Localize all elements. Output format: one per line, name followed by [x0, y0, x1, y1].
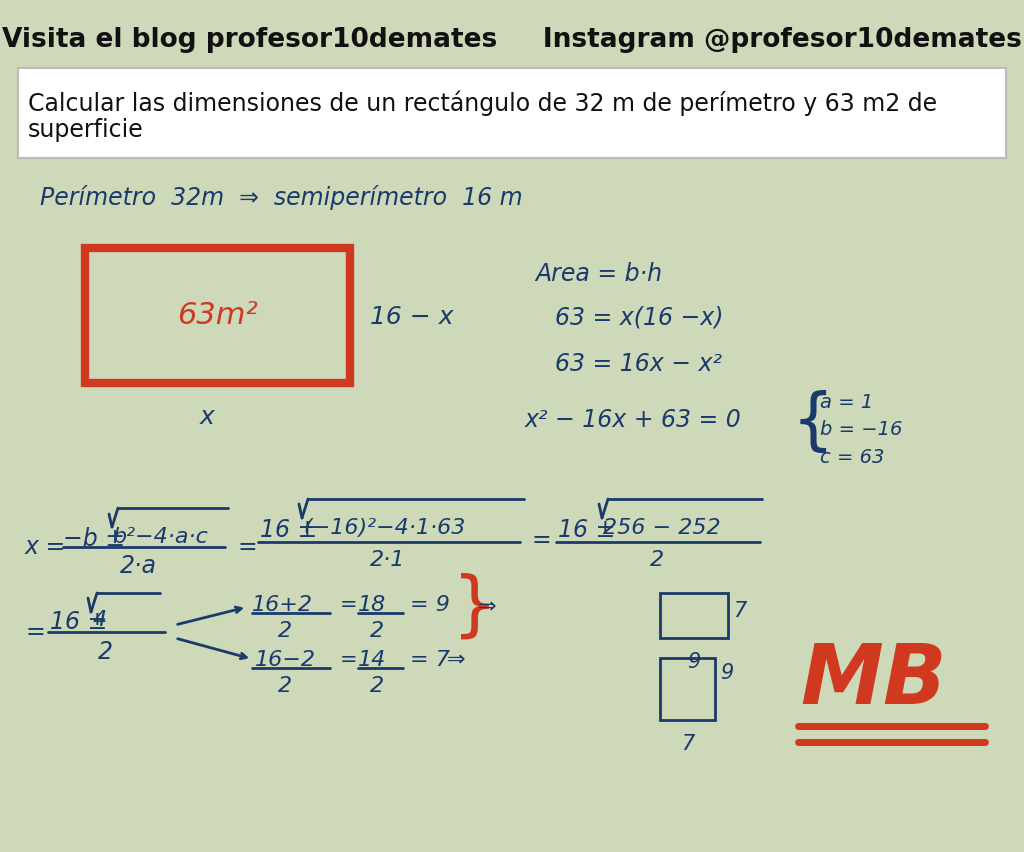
Text: 16 ±: 16 ±	[558, 518, 615, 542]
Bar	[85, 248, 350, 383]
Text: superficie: superficie	[28, 118, 143, 142]
Text: Calcular las dimensiones de un rectángulo de 32 m de perímetro y 63 m2 de: Calcular las dimensiones de un rectángul…	[28, 90, 937, 116]
Text: 2: 2	[650, 550, 665, 570]
Text: MB: MB	[800, 640, 946, 721]
Text: a = 1: a = 1	[820, 393, 873, 412]
Text: Area = b·h: Area = b·h	[535, 262, 663, 286]
Text: 2: 2	[370, 676, 384, 696]
Text: =: =	[238, 535, 258, 559]
Text: = 9: = 9	[410, 595, 450, 615]
Text: 16+2: 16+2	[252, 595, 313, 615]
Text: 16 − x: 16 − x	[370, 305, 454, 329]
Text: 14: 14	[358, 650, 386, 670]
Text: −b ±: −b ±	[63, 527, 132, 551]
Text: =: =	[340, 650, 357, 670]
Text: =: =	[340, 595, 357, 615]
Text: {: {	[792, 390, 835, 456]
Text: 2·1: 2·1	[370, 550, 406, 570]
Text: =: =	[25, 620, 45, 644]
Text: 4: 4	[93, 610, 108, 630]
Text: =: =	[532, 528, 552, 552]
Text: 2: 2	[278, 621, 292, 641]
Bar	[660, 593, 728, 638]
Text: 63m²: 63m²	[177, 301, 258, 330]
Text: 63 = 16x − x²: 63 = 16x − x²	[555, 352, 722, 376]
Text: 2: 2	[278, 676, 292, 696]
Text: 256 − 252: 256 − 252	[603, 518, 721, 538]
Text: 7: 7	[733, 601, 746, 621]
Text: 18: 18	[358, 595, 386, 615]
Text: b = −16: b = −16	[820, 420, 902, 439]
Text: 16 ±: 16 ±	[260, 518, 317, 542]
Text: ⇒: ⇒	[478, 597, 497, 617]
Text: x =: x =	[25, 535, 67, 559]
Text: Visita el blog profesor10demates     Instagram @profesor10demates: Visita el blog profesor10demates Instagr…	[2, 27, 1022, 53]
Text: 63 = x(16 −x): 63 = x(16 −x)	[555, 305, 724, 329]
Text: 16 ±: 16 ±	[50, 610, 108, 634]
Text: Perímetro  32m  ⇒  semiperímetro  16 m: Perímetro 32m ⇒ semiperímetro 16 m	[40, 185, 522, 210]
Text: (−16)²−4·1·63: (−16)²−4·1·63	[303, 518, 465, 538]
Text: x: x	[200, 405, 215, 429]
Text: 7: 7	[681, 734, 694, 754]
Text: 9: 9	[687, 652, 700, 672]
Bar	[660, 658, 715, 720]
FancyBboxPatch shape	[18, 68, 1006, 158]
Text: }: }	[452, 573, 498, 642]
Text: 2: 2	[370, 621, 384, 641]
Text: 2: 2	[98, 640, 113, 664]
Text: 16−2: 16−2	[255, 650, 316, 670]
Text: 9: 9	[720, 663, 733, 683]
Text: c = 63: c = 63	[820, 448, 885, 467]
Text: b²−4·a·c: b²−4·a·c	[112, 527, 208, 547]
Text: = 7: = 7	[410, 650, 450, 670]
Text: ⇒: ⇒	[447, 650, 466, 670]
Text: x² − 16x + 63 = 0: x² − 16x + 63 = 0	[525, 408, 741, 432]
Text: 2·a: 2·a	[120, 554, 157, 578]
